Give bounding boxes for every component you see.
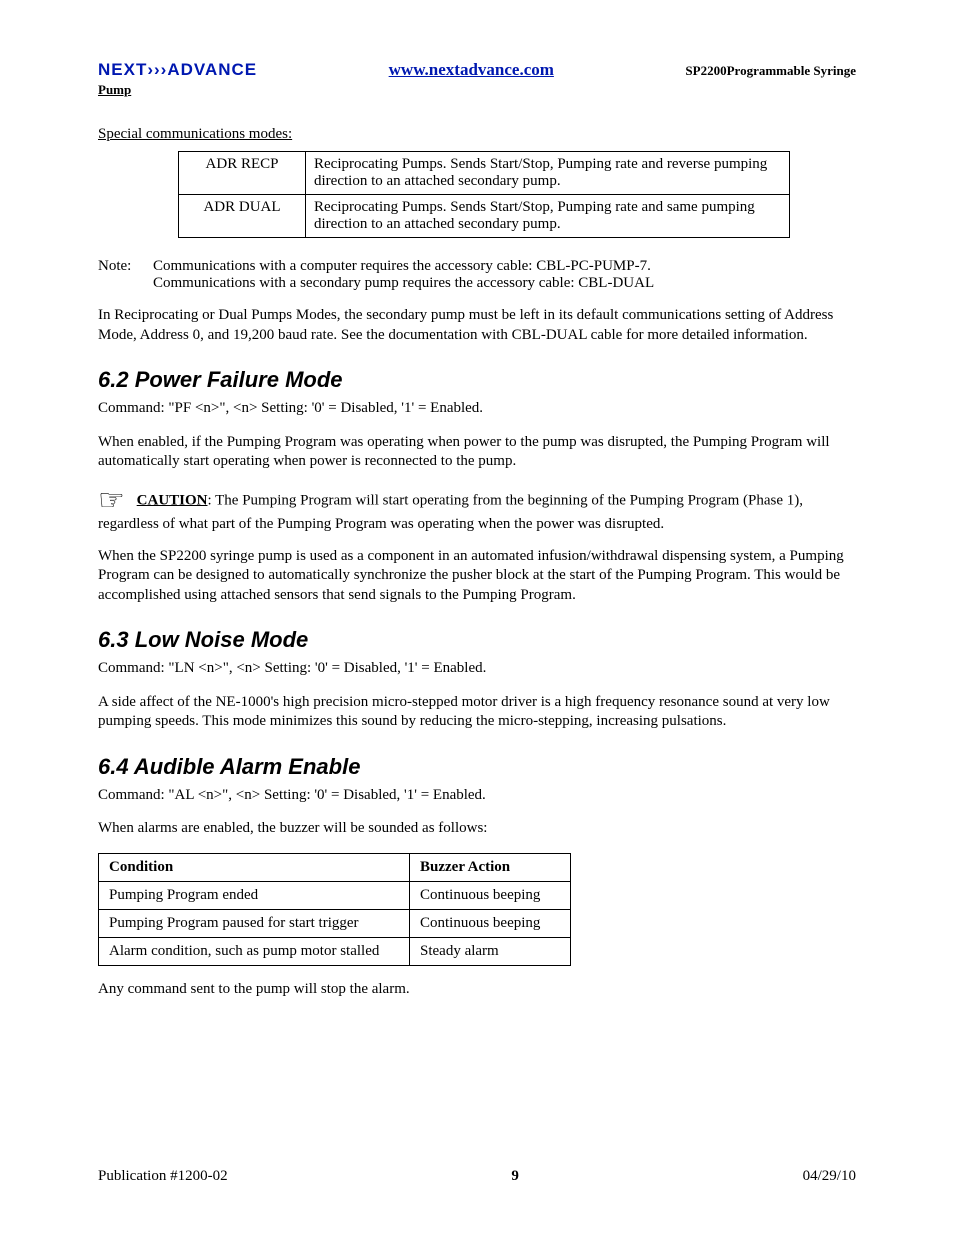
para-6-2-1: When enabled, if the Pumping Program was… [98,433,856,472]
comm-mode-label: ADR RECP [179,152,306,195]
table-header: Buzzer Action [410,853,571,881]
pump-label: Pump [98,82,856,98]
page-number: 9 [511,1168,519,1185]
note-block: Note: Communications with a computer req… [98,258,856,292]
caution-block: ☞ CAUTION: The Pumping Program will star… [98,486,856,533]
footer-date: 04/29/10 [803,1168,856,1185]
table-cell: Pumping Program paused for start trigger [99,909,410,937]
cmd-6-4: Command: "AL <n>", <n> Setting: '0' = Di… [98,786,856,806]
page-footer: Publication #1200-02 9 04/29/10 [98,1168,856,1185]
note-line: Communications with a secondary pump req… [153,275,856,292]
page: NEXT›››ADVANCE www.nextadvance.com SP220… [0,0,954,1235]
publication-id: Publication #1200-02 [98,1168,228,1185]
pointing-hand-icon: ☞ [98,486,125,516]
cmd-6-3: Command: "LN <n>", <n> Setting: '0' = Di… [98,659,856,679]
table-row: ADR RECP Reciprocating Pumps. Sends Star… [179,152,790,195]
table-cell: Continuous beeping [410,881,571,909]
comm-mode-desc: Reciprocating Pumps. Sends Start/Stop, P… [306,195,790,238]
table-row: Alarm condition, such as pump motor stal… [99,937,571,965]
note-label: Note: [98,258,153,292]
cmd-6-2: Command: "PF <n>", <n> Setting: '0' = Di… [98,399,856,419]
note-body: Communications with a computer requires … [153,258,856,292]
table-row: Pumping Program ended Continuous beeping [99,881,571,909]
table-cell: Alarm condition, such as pump motor stal… [99,937,410,965]
site-link[interactable]: www.nextadvance.com [389,60,554,80]
para-recip: In Reciprocating or Dual Pumps Modes, th… [98,306,856,345]
caution-label: CAUTION [137,492,208,508]
note-line: Communications with a computer requires … [153,258,856,275]
table-cell: Continuous beeping [410,909,571,937]
comm-mode-desc: Reciprocating Pumps. Sends Start/Stop, P… [306,152,790,195]
heading-6-3: 6.3 Low Noise Mode [98,627,856,653]
table-row: ADR DUAL Reciprocating Pumps. Sends Star… [179,195,790,238]
comm-modes-table: ADR RECP Reciprocating Pumps. Sends Star… [178,151,790,238]
table-cell: Steady alarm [410,937,571,965]
brand-logo: NEXT›››ADVANCE [98,60,257,80]
heading-6-4: 6.4 Audible Alarm Enable [98,754,856,780]
alarm-table: Condition Buzzer Action Pumping Program … [98,853,571,966]
product-name: SP2200Programmable Syringe [685,63,856,79]
comm-mode-label: ADR DUAL [179,195,306,238]
para-6-2-2: When the SP2200 syringe pump is used as … [98,547,856,606]
comm-modes-intro: Special communications modes: [98,126,856,143]
doc-header: NEXT›››ADVANCE www.nextadvance.com SP220… [98,60,856,80]
table-cell: Pumping Program ended [99,881,410,909]
para-6-3-1: A side affect of the NE-1000's high prec… [98,693,856,732]
heading-6-2: 6.2 Power Failure Mode [98,367,856,393]
table-row: Pumping Program paused for start trigger… [99,909,571,937]
para-6-4-1: When alarms are enabled, the buzzer will… [98,819,856,839]
table-header-row: Condition Buzzer Action [99,853,571,881]
para-6-4-2: Any command sent to the pump will stop t… [98,980,856,1000]
table-header: Condition [99,853,410,881]
